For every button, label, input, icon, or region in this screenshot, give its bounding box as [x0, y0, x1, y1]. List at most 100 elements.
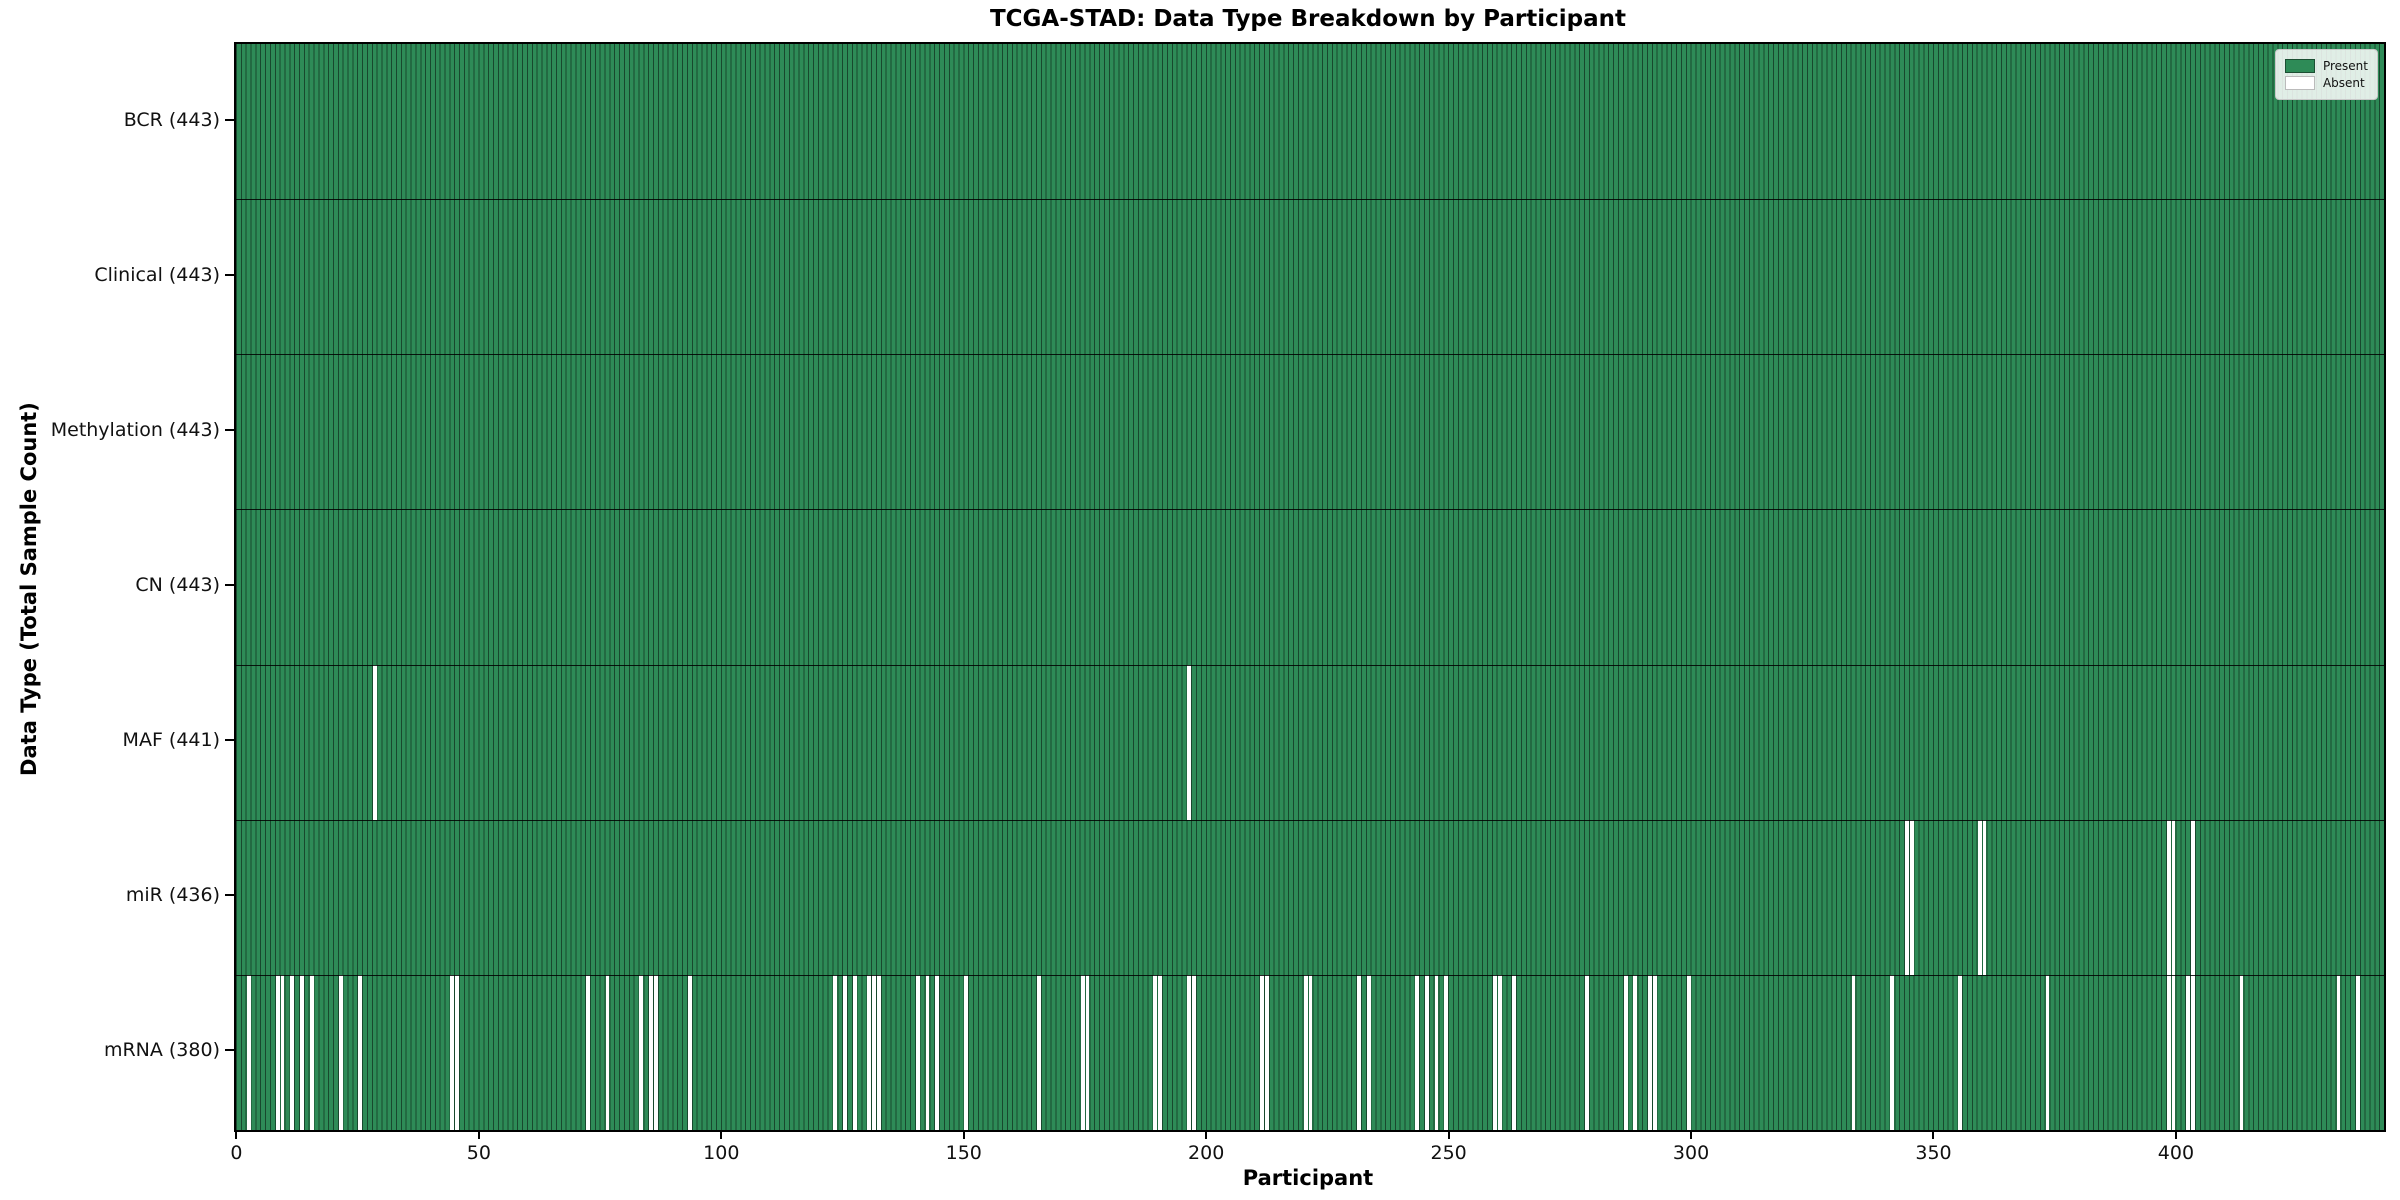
x-tick-mark	[1932, 1130, 1935, 1139]
absent-gap	[833, 974, 838, 1130]
absent-gap	[1890, 974, 1895, 1130]
absent-gap	[2171, 974, 2176, 1130]
row-separator	[236, 819, 2384, 821]
absent-gap	[925, 974, 930, 1130]
absent-gap	[1303, 974, 1308, 1130]
y-tick-label: BCR (443)	[123, 108, 220, 131]
absent-gap	[1958, 974, 1963, 1130]
absent-gap	[1652, 974, 1657, 1130]
y-tick-mark	[225, 273, 234, 276]
y-tick-mark	[225, 1049, 234, 1052]
absent-gap	[1080, 974, 1085, 1130]
x-tick-label: 0	[230, 1142, 243, 1164]
absent-gap	[639, 974, 644, 1130]
absent-gap	[1904, 819, 1909, 975]
absent-gap	[1512, 974, 1517, 1130]
row-mir	[236, 819, 2384, 975]
absent-gap	[2191, 974, 2195, 1130]
absent-gap	[586, 974, 590, 1130]
absent-gap	[653, 974, 658, 1130]
y-tick-mark	[225, 739, 234, 742]
absent-gap	[1037, 974, 1041, 1130]
absent-gap	[246, 974, 251, 1130]
y-tick-label: Clinical (443)	[94, 263, 220, 286]
legend-present-label: Present	[2322, 59, 2368, 73]
x-tick-label: 350	[1915, 1142, 1952, 1164]
absent-gap	[1264, 974, 1269, 1130]
legend-absent-label: Absent	[2322, 76, 2365, 90]
legend: Present Absent	[2274, 49, 2378, 100]
x-axis-title: Participant	[1242, 1166, 1374, 1190]
absent-gap	[2045, 974, 2050, 1130]
x-tick-label: 200	[1188, 1142, 1225, 1164]
absent-gap	[1434, 974, 1439, 1130]
absent-gap	[605, 974, 610, 1130]
row-bcr	[236, 44, 2384, 200]
absent-gap	[1308, 974, 1313, 1130]
legend-entry-present: Present	[2284, 59, 2368, 73]
absent-gap	[1260, 974, 1264, 1130]
absent-gap	[1497, 974, 1502, 1130]
absent-gap	[2355, 974, 2360, 1130]
x-tick-mark	[1690, 1130, 1693, 1139]
absent-gap	[1977, 819, 1982, 975]
absent-gap	[1909, 819, 1914, 975]
legend-present-swatch	[2284, 59, 2315, 73]
absent-gap	[275, 974, 280, 1130]
absent-gap	[852, 974, 857, 1130]
absent-gap	[1686, 974, 1691, 1130]
x-tick-mark	[720, 1130, 723, 1139]
x-tick-mark	[2174, 1130, 2177, 1139]
absent-gap	[843, 974, 847, 1130]
row-methylation	[236, 354, 2384, 510]
absent-gap	[2336, 974, 2341, 1130]
row-maf	[236, 664, 2384, 820]
x-tick-mark	[1205, 1130, 1208, 1139]
absent-gap	[1357, 974, 1361, 1130]
absent-gap	[1085, 974, 1090, 1130]
row-cn	[236, 509, 2384, 665]
x-tick-mark	[962, 1130, 965, 1139]
absent-gap	[1366, 974, 1371, 1130]
absent-gap	[1424, 974, 1429, 1130]
row-clinical	[236, 199, 2384, 355]
absent-gap	[2191, 819, 2195, 975]
y-tick-mark	[225, 584, 234, 586]
absent-gap	[1153, 974, 1158, 1130]
y-tick-label: CN (443)	[135, 574, 220, 596]
absent-gap	[290, 974, 295, 1130]
y-tick-label: mRNA (380)	[103, 1039, 220, 1062]
absent-gap	[358, 974, 363, 1130]
y-tick-label: Methylation (443)	[50, 418, 220, 441]
x-tick-label: 50	[466, 1142, 491, 1164]
absent-gap	[867, 974, 872, 1130]
row-separator	[236, 664, 2384, 666]
y-tick-label: miR (436)	[125, 884, 220, 907]
x-tick-mark	[1447, 1130, 1450, 1139]
absent-gap	[915, 974, 920, 1130]
plot-area: Present Absent	[234, 42, 2386, 1132]
x-tick-label: 100	[703, 1142, 740, 1164]
absent-gap	[872, 974, 877, 1130]
absent-gap	[1633, 974, 1638, 1130]
absent-gap	[1982, 819, 1987, 975]
row-separator	[236, 199, 2384, 201]
x-tick-label: 150	[945, 1142, 982, 1164]
absent-gap	[649, 974, 653, 1130]
absent-gap	[877, 974, 881, 1130]
chart-title: TCGA-STAD: Data Type Breakdown by Partic…	[989, 6, 1626, 32]
legend-entry-absent: Absent	[2284, 76, 2368, 90]
absent-gap	[687, 974, 692, 1130]
absent-gap	[1187, 974, 1192, 1130]
x-tick-label: 400	[2157, 1142, 2195, 1164]
absent-gap	[1415, 974, 1420, 1130]
y-tick-mark	[225, 118, 234, 121]
absent-gap	[1623, 974, 1628, 1130]
absent-gap	[455, 974, 460, 1130]
absent-gap	[2171, 819, 2176, 975]
absent-gap	[1647, 974, 1652, 1130]
y-tick-mark	[225, 894, 234, 897]
absent-gap	[964, 974, 969, 1130]
absent-gap	[2186, 974, 2191, 1130]
